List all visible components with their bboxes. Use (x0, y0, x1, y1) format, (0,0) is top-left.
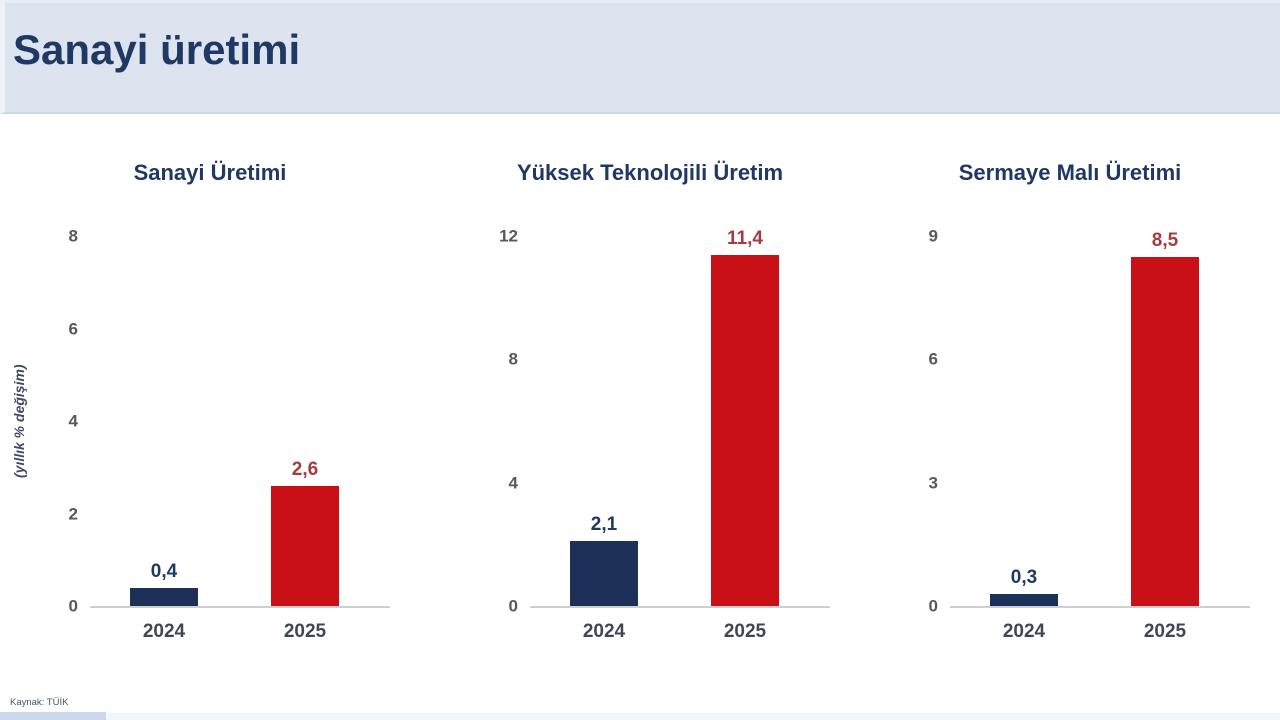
plot-area: 0,3 2024 8,5 2025 (950, 231, 1250, 641)
x-tick-label: 2025 (283, 621, 327, 642)
bar-value-label: 11,4 (727, 227, 763, 249)
plot-area: 2,1 2024 11,4 2025 (530, 229, 830, 641)
footer-strip-faint (0, 713, 1280, 720)
header-banner: Sanayi üretimi (0, 0, 1280, 114)
bar-2025 (711, 254, 779, 606)
y-tick-label: 2 (68, 504, 78, 523)
plot-area: 0,4 2024 2,6 2025 (90, 236, 390, 641)
source-note: Kaynak: TÜİK (10, 697, 69, 708)
bar-2024 (990, 593, 1058, 606)
bar-value-label: 2,1 (590, 514, 618, 536)
chart-yuksek-teknolojili-uretim: Yüksek Teknolojili Üretim 0 4 8 12 2,1 2024 1… (440, 150, 860, 690)
y-tick-label: 0 (508, 596, 518, 616)
y-tick-label: 4 (68, 411, 78, 431)
chart-title: Sermaye Malı Üretimi (958, 160, 1182, 185)
y-tick-label: 3 (928, 473, 938, 493)
chart-title: Yüksek Teknolojili Üretim (516, 160, 784, 185)
y-tick-label: 8 (508, 349, 518, 369)
y-axis-ticks: 0 3 6 9 (886, 228, 938, 615)
bar-value-label: 0,4 (150, 560, 178, 582)
bar-value-label: 0,3 (1010, 566, 1038, 588)
bar-2024 (130, 587, 198, 606)
chart-sermaye-mali-uretimi: Sermaye Malı Üretimi 0 3 6 9 0,3 2024 8,5 2025 (860, 150, 1280, 690)
x-tick-label: 2025 (723, 621, 767, 642)
y-tick-label: 12 (499, 226, 518, 246)
y-tick-label: 0 (928, 596, 938, 616)
y-axis-ticks: 0 2 4 6 8 (26, 228, 78, 615)
bar-value-label: 2,6 (291, 458, 319, 480)
y-tick-label: 9 (928, 226, 938, 246)
y-tick-label: 6 (68, 319, 78, 338)
x-tick-label: 2024 (1002, 621, 1046, 642)
x-tick-label: 2024 (142, 621, 186, 642)
y-axis-ticks: 0 4 8 12 (466, 228, 518, 615)
bar-2025 (271, 485, 339, 606)
x-tick-label: 2025 (1143, 621, 1187, 642)
chart-title: Sanayi Üretimi (133, 160, 287, 185)
footer-strip-accent (0, 712, 106, 720)
bar-value-label: 8,5 (1151, 229, 1179, 251)
page-title: Sanayi üretimi (13, 26, 301, 73)
y-tick-label: 6 (928, 349, 938, 369)
y-tick-label: 8 (68, 226, 78, 246)
bar-2024 (570, 541, 638, 606)
x-tick-label: 2024 (582, 621, 626, 642)
bar-2025 (1131, 256, 1199, 606)
y-tick-label: 0 (68, 596, 78, 616)
y-tick-label: 4 (508, 473, 518, 493)
